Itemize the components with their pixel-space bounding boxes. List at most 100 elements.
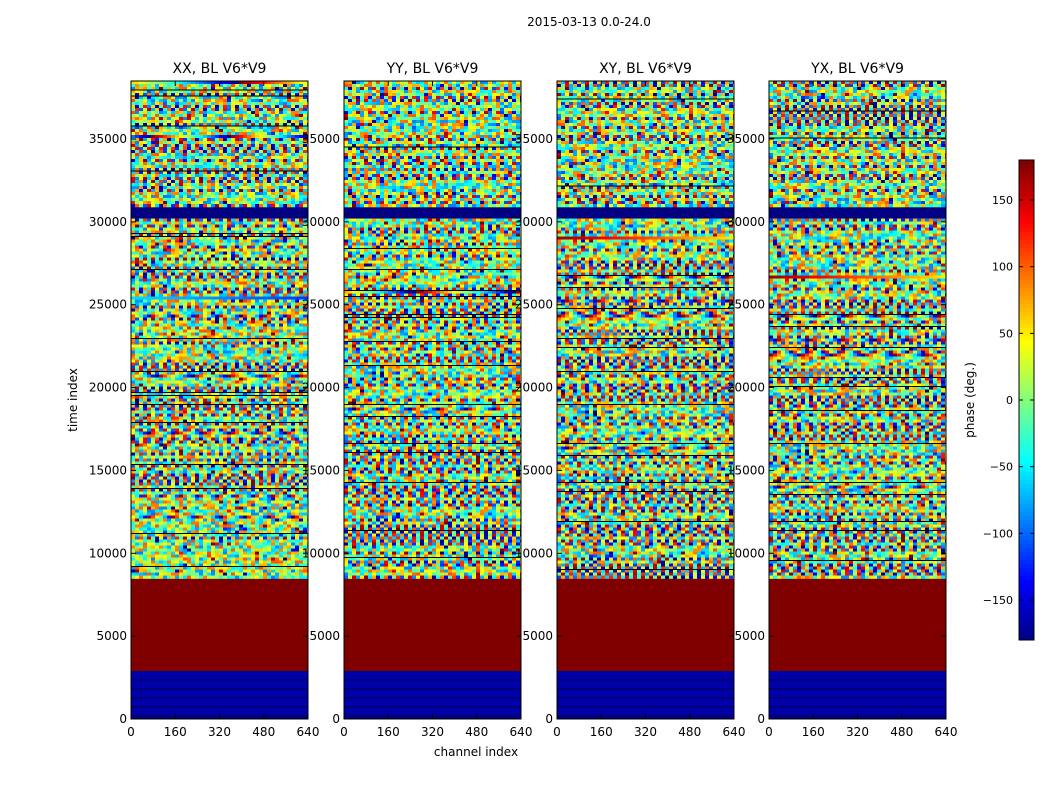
phase-cell xyxy=(163,546,167,549)
phase-cell xyxy=(279,381,283,384)
phase-cell xyxy=(187,360,191,363)
phase-cell xyxy=(259,417,263,420)
phase-cell xyxy=(167,276,171,279)
phase-cell xyxy=(223,495,227,498)
phase-cell xyxy=(223,240,227,243)
phase-cell xyxy=(207,228,211,231)
phase-cell xyxy=(211,450,215,453)
phase-cell xyxy=(219,450,223,453)
phase-cell xyxy=(207,378,211,381)
phase-cell xyxy=(223,498,227,501)
phase-cell xyxy=(279,471,283,474)
phase-cell xyxy=(263,414,267,417)
phase-cell xyxy=(195,318,199,321)
phase-cell xyxy=(211,399,215,402)
phase-cell xyxy=(191,285,195,288)
phase-cell xyxy=(267,468,271,471)
phase-cell xyxy=(263,240,267,243)
phase-cell xyxy=(159,426,163,429)
phase-cell xyxy=(279,309,283,312)
phase-cell xyxy=(227,537,231,540)
phase-cell xyxy=(211,447,215,450)
phase-cell xyxy=(199,498,203,501)
phase-cell xyxy=(175,354,179,357)
phase-cell xyxy=(291,495,295,498)
phase-cell xyxy=(279,378,283,381)
phase-cell xyxy=(295,303,299,306)
phase-cell xyxy=(259,264,263,267)
phase-cell xyxy=(275,375,279,378)
phase-cell xyxy=(223,435,227,438)
phase-cell xyxy=(279,276,283,279)
phase-cell xyxy=(143,363,147,366)
phase-cell xyxy=(211,468,215,471)
phase-cell xyxy=(139,399,143,402)
phase-cell xyxy=(171,273,175,276)
phase-cell xyxy=(263,375,267,378)
phase-cell xyxy=(131,348,135,351)
phase-cell xyxy=(259,222,263,225)
phase-cell xyxy=(203,294,207,297)
phase-cell xyxy=(235,282,239,285)
phase-cell xyxy=(175,432,179,435)
phase-cell xyxy=(255,540,259,543)
phase-cell xyxy=(167,399,171,402)
phase-cell xyxy=(219,549,223,552)
phase-cell xyxy=(155,507,159,510)
phase-cell xyxy=(191,468,195,471)
phase-cell xyxy=(143,285,147,288)
phase-cell xyxy=(227,324,231,327)
phase-cell xyxy=(283,441,287,444)
phase-cell xyxy=(247,342,251,345)
phase-cell xyxy=(287,522,291,525)
phase-cell xyxy=(275,330,279,333)
phase-cell xyxy=(275,492,279,495)
phase-cell xyxy=(247,516,251,519)
phase-cell xyxy=(199,276,203,279)
phase-cell xyxy=(231,360,235,363)
phase-cell xyxy=(139,309,143,312)
phase-cell xyxy=(251,411,255,414)
phase-cell xyxy=(231,276,235,279)
phase-cell xyxy=(191,450,195,453)
phase-cell xyxy=(231,327,235,330)
phase-cell xyxy=(223,243,227,246)
phase-cell xyxy=(287,279,291,282)
phase-cell xyxy=(223,225,227,228)
phase-cell xyxy=(279,375,283,378)
phase-cell xyxy=(263,261,267,264)
phase-cell xyxy=(251,381,255,384)
phase-cell xyxy=(183,357,187,360)
phase-cell xyxy=(239,276,243,279)
phase-cell xyxy=(195,399,199,402)
phase-cell xyxy=(195,504,199,507)
phase-cell xyxy=(191,294,195,297)
phase-cell xyxy=(147,291,151,294)
phase-cell xyxy=(267,222,271,225)
phase-cell xyxy=(211,288,215,291)
phase-cell xyxy=(267,363,271,366)
phase-cell xyxy=(267,522,271,525)
phase-cell xyxy=(215,327,219,330)
phase-cell xyxy=(179,411,183,414)
phase-cell xyxy=(263,480,267,483)
phase-cell xyxy=(183,453,187,456)
phase-cell xyxy=(303,432,307,435)
phase-cell xyxy=(139,324,143,327)
phase-cell xyxy=(243,447,247,450)
phase-cell xyxy=(239,345,243,348)
phase-cell xyxy=(203,300,207,303)
phase-cell xyxy=(147,411,151,414)
phase-cell xyxy=(295,450,299,453)
phase-cell xyxy=(163,447,167,450)
phase-cell xyxy=(247,381,251,384)
phase-cell xyxy=(167,249,171,252)
phase-cell xyxy=(215,411,219,414)
phase-cell xyxy=(259,279,263,282)
phase-cell xyxy=(255,459,259,462)
phase-cell xyxy=(287,426,291,429)
phase-cell xyxy=(155,492,159,495)
phase-cell xyxy=(175,525,179,528)
phase-cell xyxy=(283,450,287,453)
phase-cell xyxy=(187,357,191,360)
